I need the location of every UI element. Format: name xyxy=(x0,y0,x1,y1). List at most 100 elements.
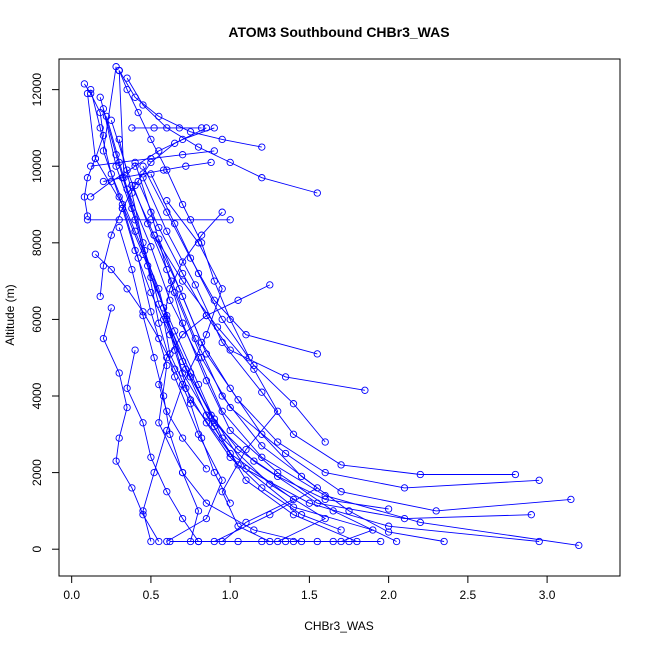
data-point xyxy=(139,239,147,247)
y-axis: 0 2000 4000 6000 8000 10000 12000 xyxy=(30,73,60,553)
data-point xyxy=(123,403,131,412)
data-point xyxy=(226,453,234,461)
data-point xyxy=(329,507,337,515)
data-point xyxy=(131,93,139,101)
series-line xyxy=(126,77,318,194)
data-point xyxy=(258,442,266,450)
data-point xyxy=(155,112,163,121)
data-point xyxy=(258,453,266,461)
x-tick-label: 0.5 xyxy=(143,588,160,602)
data-point xyxy=(274,438,282,446)
data-point xyxy=(139,419,147,427)
data-point xyxy=(250,365,258,373)
data-point xyxy=(186,128,195,136)
data-point xyxy=(163,426,171,435)
data-point xyxy=(178,135,187,144)
data-point xyxy=(202,411,211,419)
chart-title: ATOM3 Southbound CHBr3_WAS xyxy=(228,24,449,40)
data-point xyxy=(194,143,203,151)
series-21 xyxy=(80,80,108,220)
data-point xyxy=(175,285,184,293)
data-point xyxy=(115,434,123,442)
series-line xyxy=(118,70,540,542)
data-point xyxy=(258,174,266,182)
data-point xyxy=(167,277,176,285)
data-point xyxy=(128,484,136,492)
data-point xyxy=(178,269,187,278)
data-point xyxy=(202,419,211,427)
data-point xyxy=(297,472,306,481)
y-tick-label: 6000 xyxy=(30,306,44,333)
data-point xyxy=(115,193,123,201)
data-point xyxy=(178,292,187,301)
series-line xyxy=(121,208,389,510)
series-line xyxy=(166,319,532,520)
data-point xyxy=(115,369,123,377)
series-35 xyxy=(155,281,274,473)
data-point xyxy=(432,507,440,515)
data-point xyxy=(155,319,163,327)
data-point xyxy=(234,461,242,469)
data-point xyxy=(87,89,95,98)
data-point xyxy=(258,537,266,546)
data-point xyxy=(147,288,155,297)
data-point xyxy=(178,468,187,477)
data-point xyxy=(345,507,353,515)
series-line xyxy=(118,70,262,148)
data-point xyxy=(159,315,168,324)
data-point xyxy=(186,373,195,381)
data-point xyxy=(134,254,142,262)
data-point xyxy=(384,505,393,513)
y-tick-label: 0 xyxy=(30,546,44,553)
data-point xyxy=(218,285,226,293)
data-point xyxy=(166,285,174,293)
x-axis: 0.0 0.5 1.0 1.5 2.0 2.5 3.0 xyxy=(63,575,556,602)
data-point xyxy=(83,212,92,220)
data-point xyxy=(118,174,127,182)
series-36 xyxy=(159,208,345,534)
series-line xyxy=(163,211,342,531)
data-point xyxy=(202,311,211,320)
data-point xyxy=(384,522,393,530)
data-point xyxy=(107,116,115,124)
data-point xyxy=(345,537,353,546)
data-point xyxy=(144,262,152,270)
data-point xyxy=(266,511,274,519)
data-point xyxy=(202,377,211,385)
data-point xyxy=(171,220,179,228)
data-point xyxy=(150,231,158,239)
data-point xyxy=(377,537,385,546)
data-point xyxy=(197,354,206,362)
data-point xyxy=(197,434,206,442)
data-point xyxy=(202,499,211,507)
data-point xyxy=(83,216,92,224)
data-point xyxy=(234,396,242,404)
data-point xyxy=(115,158,123,167)
data-point xyxy=(163,407,171,415)
data-point xyxy=(139,101,147,109)
data-point xyxy=(337,488,345,496)
x-tick-label: 2.0 xyxy=(380,588,397,602)
data-point xyxy=(171,365,179,373)
data-point xyxy=(178,514,187,523)
data-point xyxy=(313,484,321,492)
data-point xyxy=(178,151,187,159)
data-point xyxy=(400,514,409,523)
x-tick-label: 1.0 xyxy=(222,588,239,602)
series-line xyxy=(90,127,215,198)
data-point xyxy=(163,227,171,235)
data-point xyxy=(321,468,329,477)
data-point xyxy=(186,254,195,262)
series-38 xyxy=(115,66,253,362)
data-point xyxy=(197,239,206,247)
data-point xyxy=(226,315,234,324)
data-point xyxy=(96,93,104,101)
data-point xyxy=(150,124,158,132)
series-line xyxy=(150,173,326,443)
data-point xyxy=(416,470,424,479)
series-line xyxy=(142,165,318,355)
series-line xyxy=(131,185,445,542)
data-point xyxy=(266,480,274,488)
x-tick-label: 3.0 xyxy=(539,588,556,602)
